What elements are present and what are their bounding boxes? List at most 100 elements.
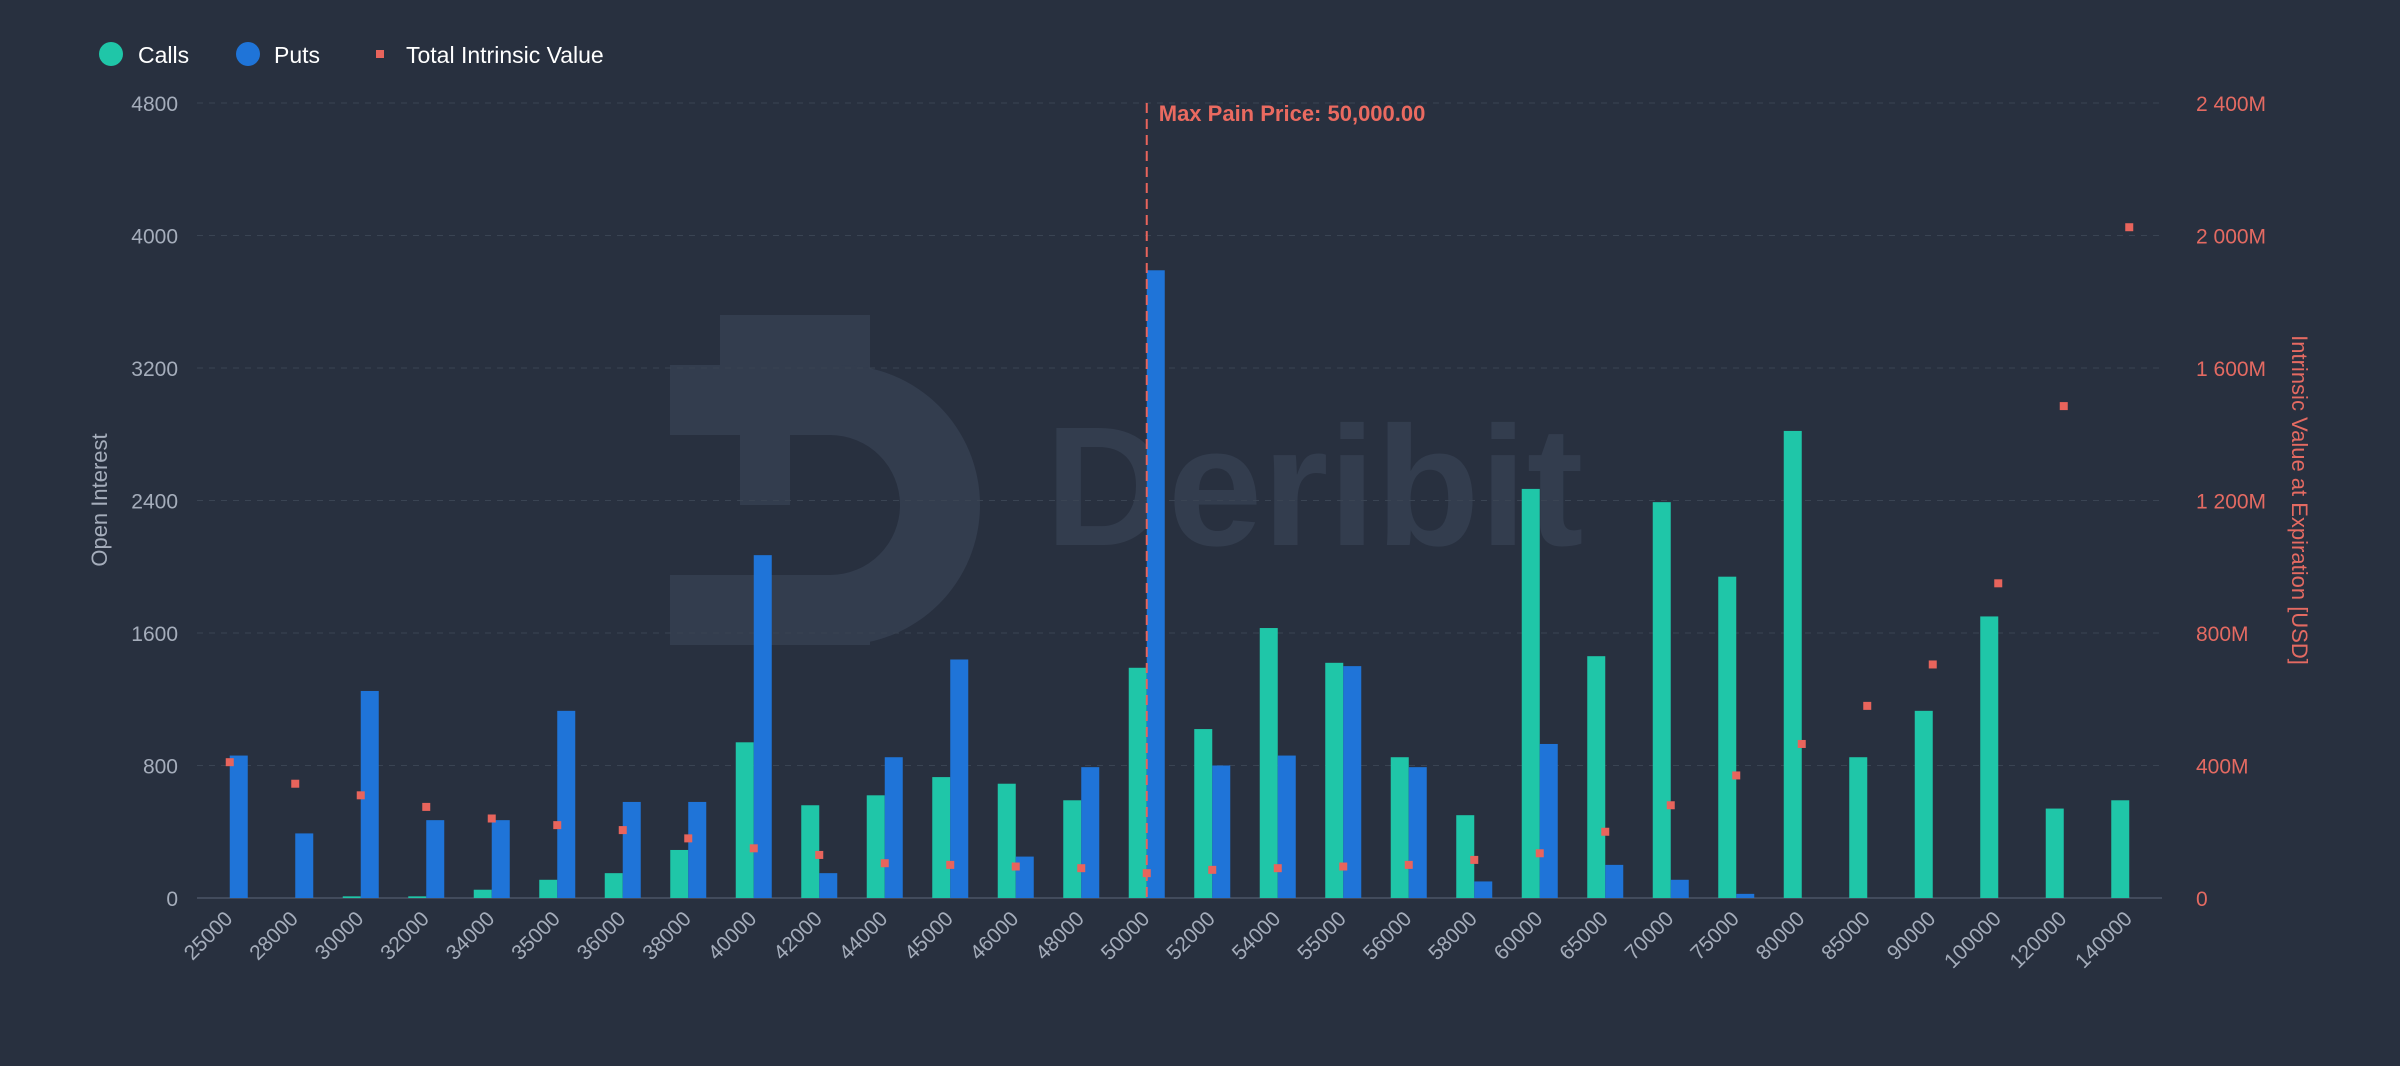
call-bar[interactable] (473, 889, 492, 898)
intrinsic-point[interactable] (1666, 801, 1675, 810)
call-bar[interactable] (1390, 757, 1409, 898)
legend-calls-label: Calls (138, 42, 189, 68)
call-bar[interactable] (1849, 757, 1868, 898)
put-bar[interactable] (1605, 864, 1624, 898)
legend-item-total-intrinsic[interactable]: Total Intrinsic Value (376, 42, 604, 68)
intrinsic-point[interactable] (815, 850, 824, 859)
call-bar[interactable] (539, 879, 558, 898)
call-bar[interactable] (408, 896, 427, 898)
grid (197, 102, 2162, 899)
call-bar[interactable] (2045, 808, 2064, 898)
call-bar[interactable] (1259, 628, 1278, 898)
intrinsic-point[interactable] (1732, 771, 1741, 780)
call-bar[interactable] (1783, 430, 1802, 898)
call-bar[interactable] (342, 896, 361, 898)
x-tick-label: 28000 (245, 907, 303, 965)
x-tick-label: 65000 (1555, 907, 1613, 965)
intrinsic-point[interactable] (1404, 860, 1413, 869)
x-tick-label: 120000 (2005, 907, 2071, 973)
intrinsic-point[interactable] (618, 826, 627, 835)
intrinsic-point[interactable] (1601, 827, 1610, 836)
put-bar[interactable] (1474, 881, 1493, 898)
put-bar[interactable] (229, 755, 248, 898)
call-bar[interactable] (670, 849, 689, 898)
put-bar[interactable] (360, 690, 379, 898)
intrinsic-point[interactable] (291, 779, 300, 788)
intrinsic-point[interactable] (1797, 739, 1806, 748)
intrinsic-point[interactable] (1208, 865, 1217, 874)
call-bar[interactable] (1652, 502, 1671, 898)
y-tick-label: 2400 (131, 491, 178, 514)
deribit-logo-icon (670, 315, 980, 645)
intrinsic-point[interactable] (1077, 864, 1086, 873)
x-tick-label: 80000 (1752, 907, 1810, 965)
call-bar[interactable] (735, 742, 754, 898)
put-bar[interactable] (1343, 666, 1362, 898)
intrinsic-point[interactable] (2059, 402, 2068, 411)
put-bar[interactable] (1736, 893, 1755, 898)
call-bar[interactable] (604, 873, 623, 898)
call-bar[interactable] (1456, 815, 1475, 898)
intrinsic-point[interactable] (749, 844, 758, 853)
intrinsic-point[interactable] (684, 834, 693, 843)
legend-item-puts[interactable]: Puts (236, 42, 320, 68)
intrinsic-point[interactable] (553, 821, 562, 830)
put-bar[interactable] (1212, 765, 1231, 899)
y-axis-title: Open Interest (87, 433, 112, 566)
intrinsic-point[interactable] (880, 859, 889, 868)
put-bar[interactable] (1408, 767, 1427, 898)
put-bar[interactable] (295, 833, 314, 898)
intrinsic-point[interactable] (1339, 862, 1348, 871)
legend-item-calls[interactable]: Calls (99, 42, 189, 68)
call-bar[interactable] (2111, 800, 2130, 898)
x-tick-label: 85000 (1817, 907, 1875, 965)
call-bar[interactable] (1914, 710, 1933, 898)
put-bar[interactable] (1539, 743, 1558, 898)
call-bar[interactable] (1063, 800, 1082, 898)
intrinsic-point[interactable] (1273, 864, 1282, 873)
put-bar[interactable] (688, 801, 707, 898)
put-bar[interactable] (557, 710, 576, 898)
intrinsic-point[interactable] (1011, 862, 1020, 871)
call-bar[interactable] (801, 805, 820, 898)
intrinsic-point[interactable] (487, 814, 496, 823)
put-bar[interactable] (426, 820, 445, 898)
put-bar[interactable] (1277, 755, 1296, 898)
x-tick-label: 30000 (311, 907, 369, 965)
put-bar[interactable] (1146, 270, 1165, 898)
intrinsic-point[interactable] (1470, 855, 1479, 864)
intrinsic-point[interactable] (1535, 849, 1544, 858)
call-bar[interactable] (997, 783, 1016, 898)
call-bar[interactable] (1980, 616, 1999, 898)
put-bar[interactable] (1670, 879, 1689, 898)
legend-puts-label: Puts (274, 42, 320, 68)
put-bar[interactable] (1081, 767, 1100, 898)
intrinsic-point[interactable] (946, 860, 955, 869)
put-bar[interactable] (950, 659, 969, 899)
put-bar[interactable] (753, 555, 772, 898)
put-bar[interactable] (622, 801, 641, 898)
call-bar[interactable] (1587, 656, 1606, 898)
intrinsic-point[interactable] (356, 791, 365, 800)
intrinsic-point[interactable] (225, 758, 234, 767)
intrinsic-point[interactable] (1928, 660, 1937, 669)
call-bar[interactable] (1128, 667, 1147, 898)
call-bar[interactable] (1325, 662, 1344, 898)
intrinsic-point[interactable] (1863, 701, 1872, 710)
intrinsic-point[interactable] (1994, 579, 2003, 588)
call-bar[interactable] (1718, 576, 1737, 898)
x-tick-label: 35000 (507, 907, 565, 965)
intrinsic-point[interactable] (2125, 223, 2134, 232)
call-bar[interactable] (1521, 488, 1540, 898)
call-bar[interactable] (1194, 729, 1213, 898)
call-bar[interactable] (866, 795, 885, 898)
x-tick-label: 44000 (835, 907, 893, 965)
put-bar[interactable] (884, 757, 903, 898)
intrinsic-point[interactable] (422, 802, 431, 811)
call-bar[interactable] (932, 777, 951, 898)
y2-tick-label: 1 600M (2196, 358, 2266, 381)
put-bar[interactable] (491, 820, 510, 898)
put-bar[interactable] (819, 873, 838, 898)
put-bar[interactable] (1015, 856, 1034, 898)
